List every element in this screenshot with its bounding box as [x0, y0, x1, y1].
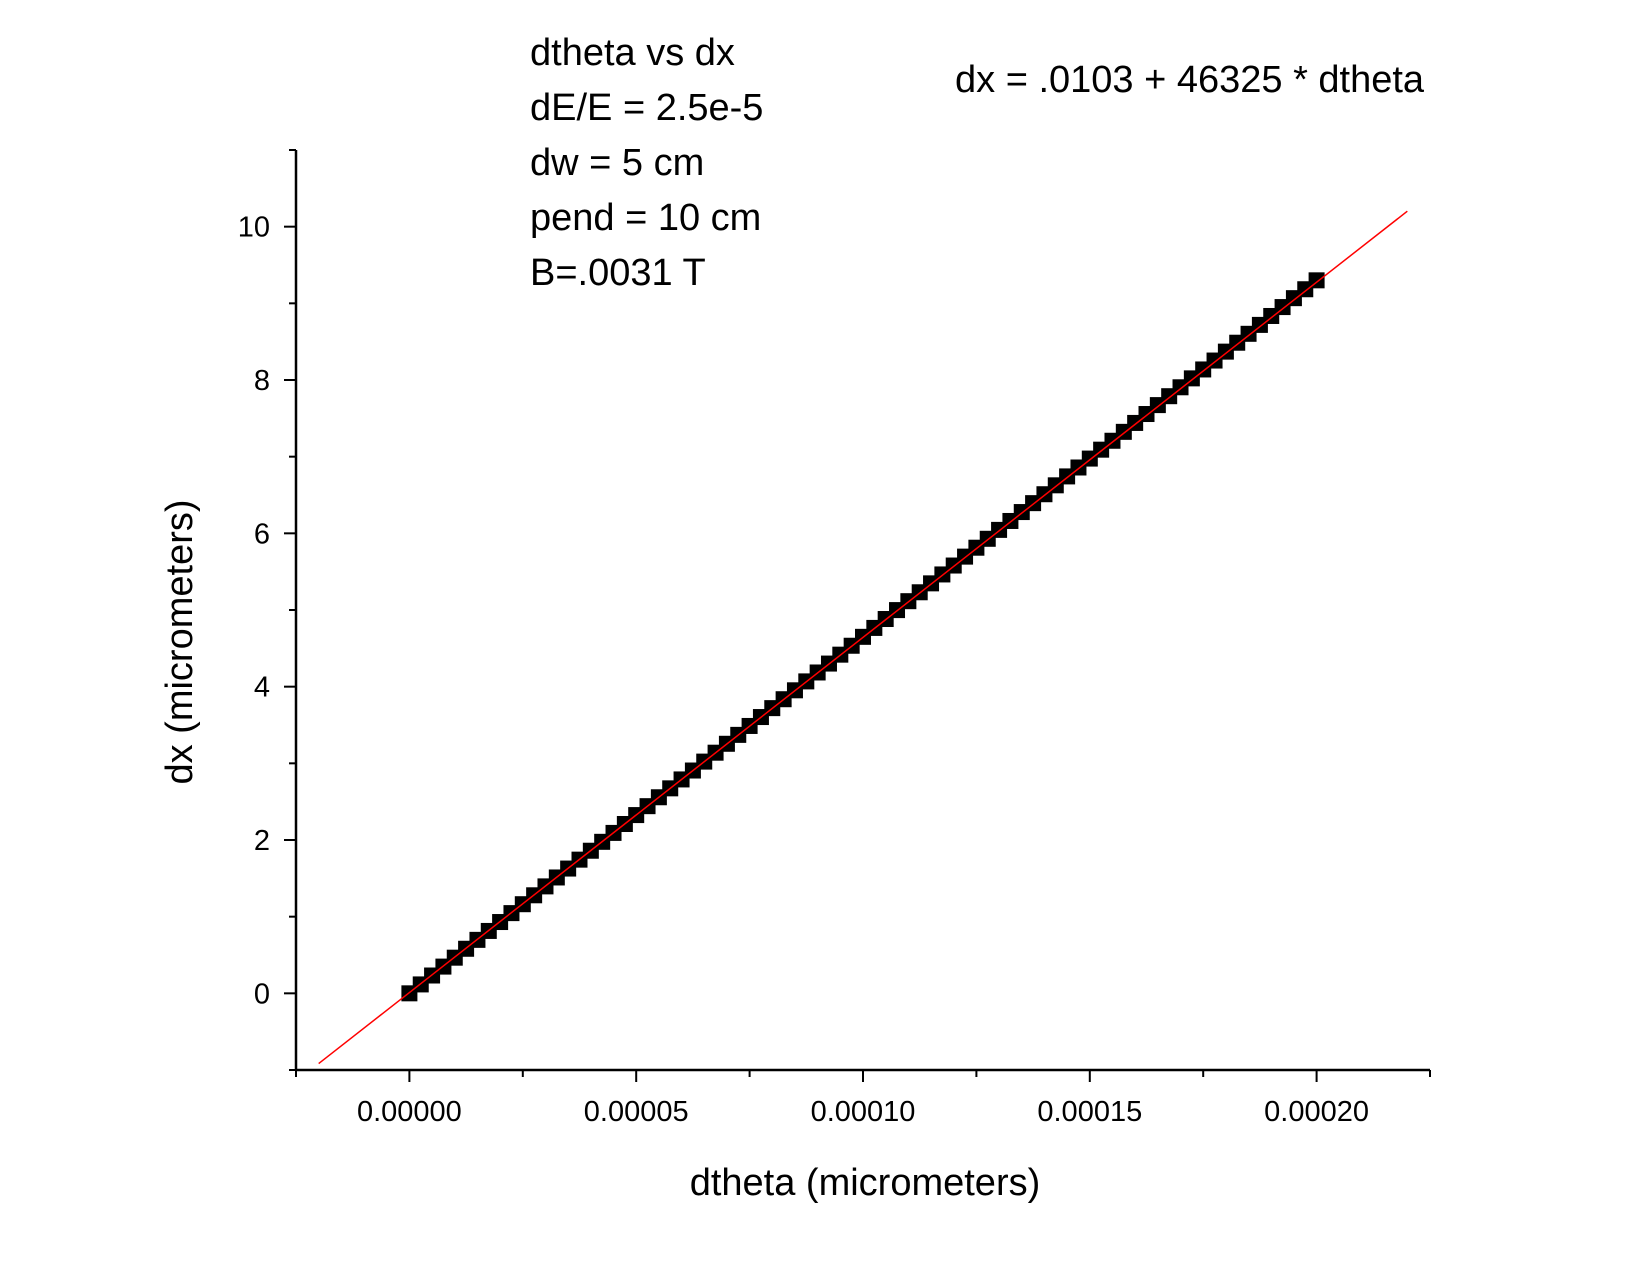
annotation-line: dE/E = 2.5e-5 — [530, 87, 764, 129]
x-tick-label: 0.00010 — [811, 1096, 916, 1128]
x-tick-label: 0.00015 — [1037, 1096, 1142, 1128]
x-tick-label: 0.00000 — [357, 1096, 462, 1128]
x-axis-title: dtheta (micrometers) — [690, 1162, 1041, 1204]
tick-labels: 0 2 4 6 8 10 0.00000 0.00005 0.00010 0.00015 0.000… — [238, 212, 1369, 1128]
x-tick-label: 0.00005 — [584, 1096, 689, 1128]
fit-line — [318, 210, 1408, 1065]
chart-annotations: dtheta vs dx dE/E = 2.5e-5 dw = 5 cm pen… — [530, 26, 763, 301]
fit-line-group — [318, 210, 1408, 1065]
data-point — [1308, 272, 1325, 289]
y-tick-label: 2 — [254, 825, 270, 857]
y-axis-title: dx (micrometers) — [159, 499, 201, 784]
y-tick-label: 10 — [238, 212, 270, 244]
y-tick-label: 6 — [254, 518, 270, 550]
y-tick-label: 0 — [254, 978, 270, 1010]
x-tick-label: 0.00020 — [1264, 1096, 1369, 1128]
annotation-line: dtheta vs dx — [530, 32, 735, 74]
annotation-line: B=.0031 T — [530, 252, 706, 294]
fit-equation: dx = .0103 + 46325 * dtheta — [955, 59, 1425, 101]
y-tick-label: 8 — [254, 365, 270, 397]
annotation-line: pend = 10 cm — [530, 197, 762, 239]
annotation-line: dw = 5 cm — [530, 142, 705, 184]
y-tick-label: 4 — [254, 672, 270, 704]
axes — [284, 149, 1431, 1082]
